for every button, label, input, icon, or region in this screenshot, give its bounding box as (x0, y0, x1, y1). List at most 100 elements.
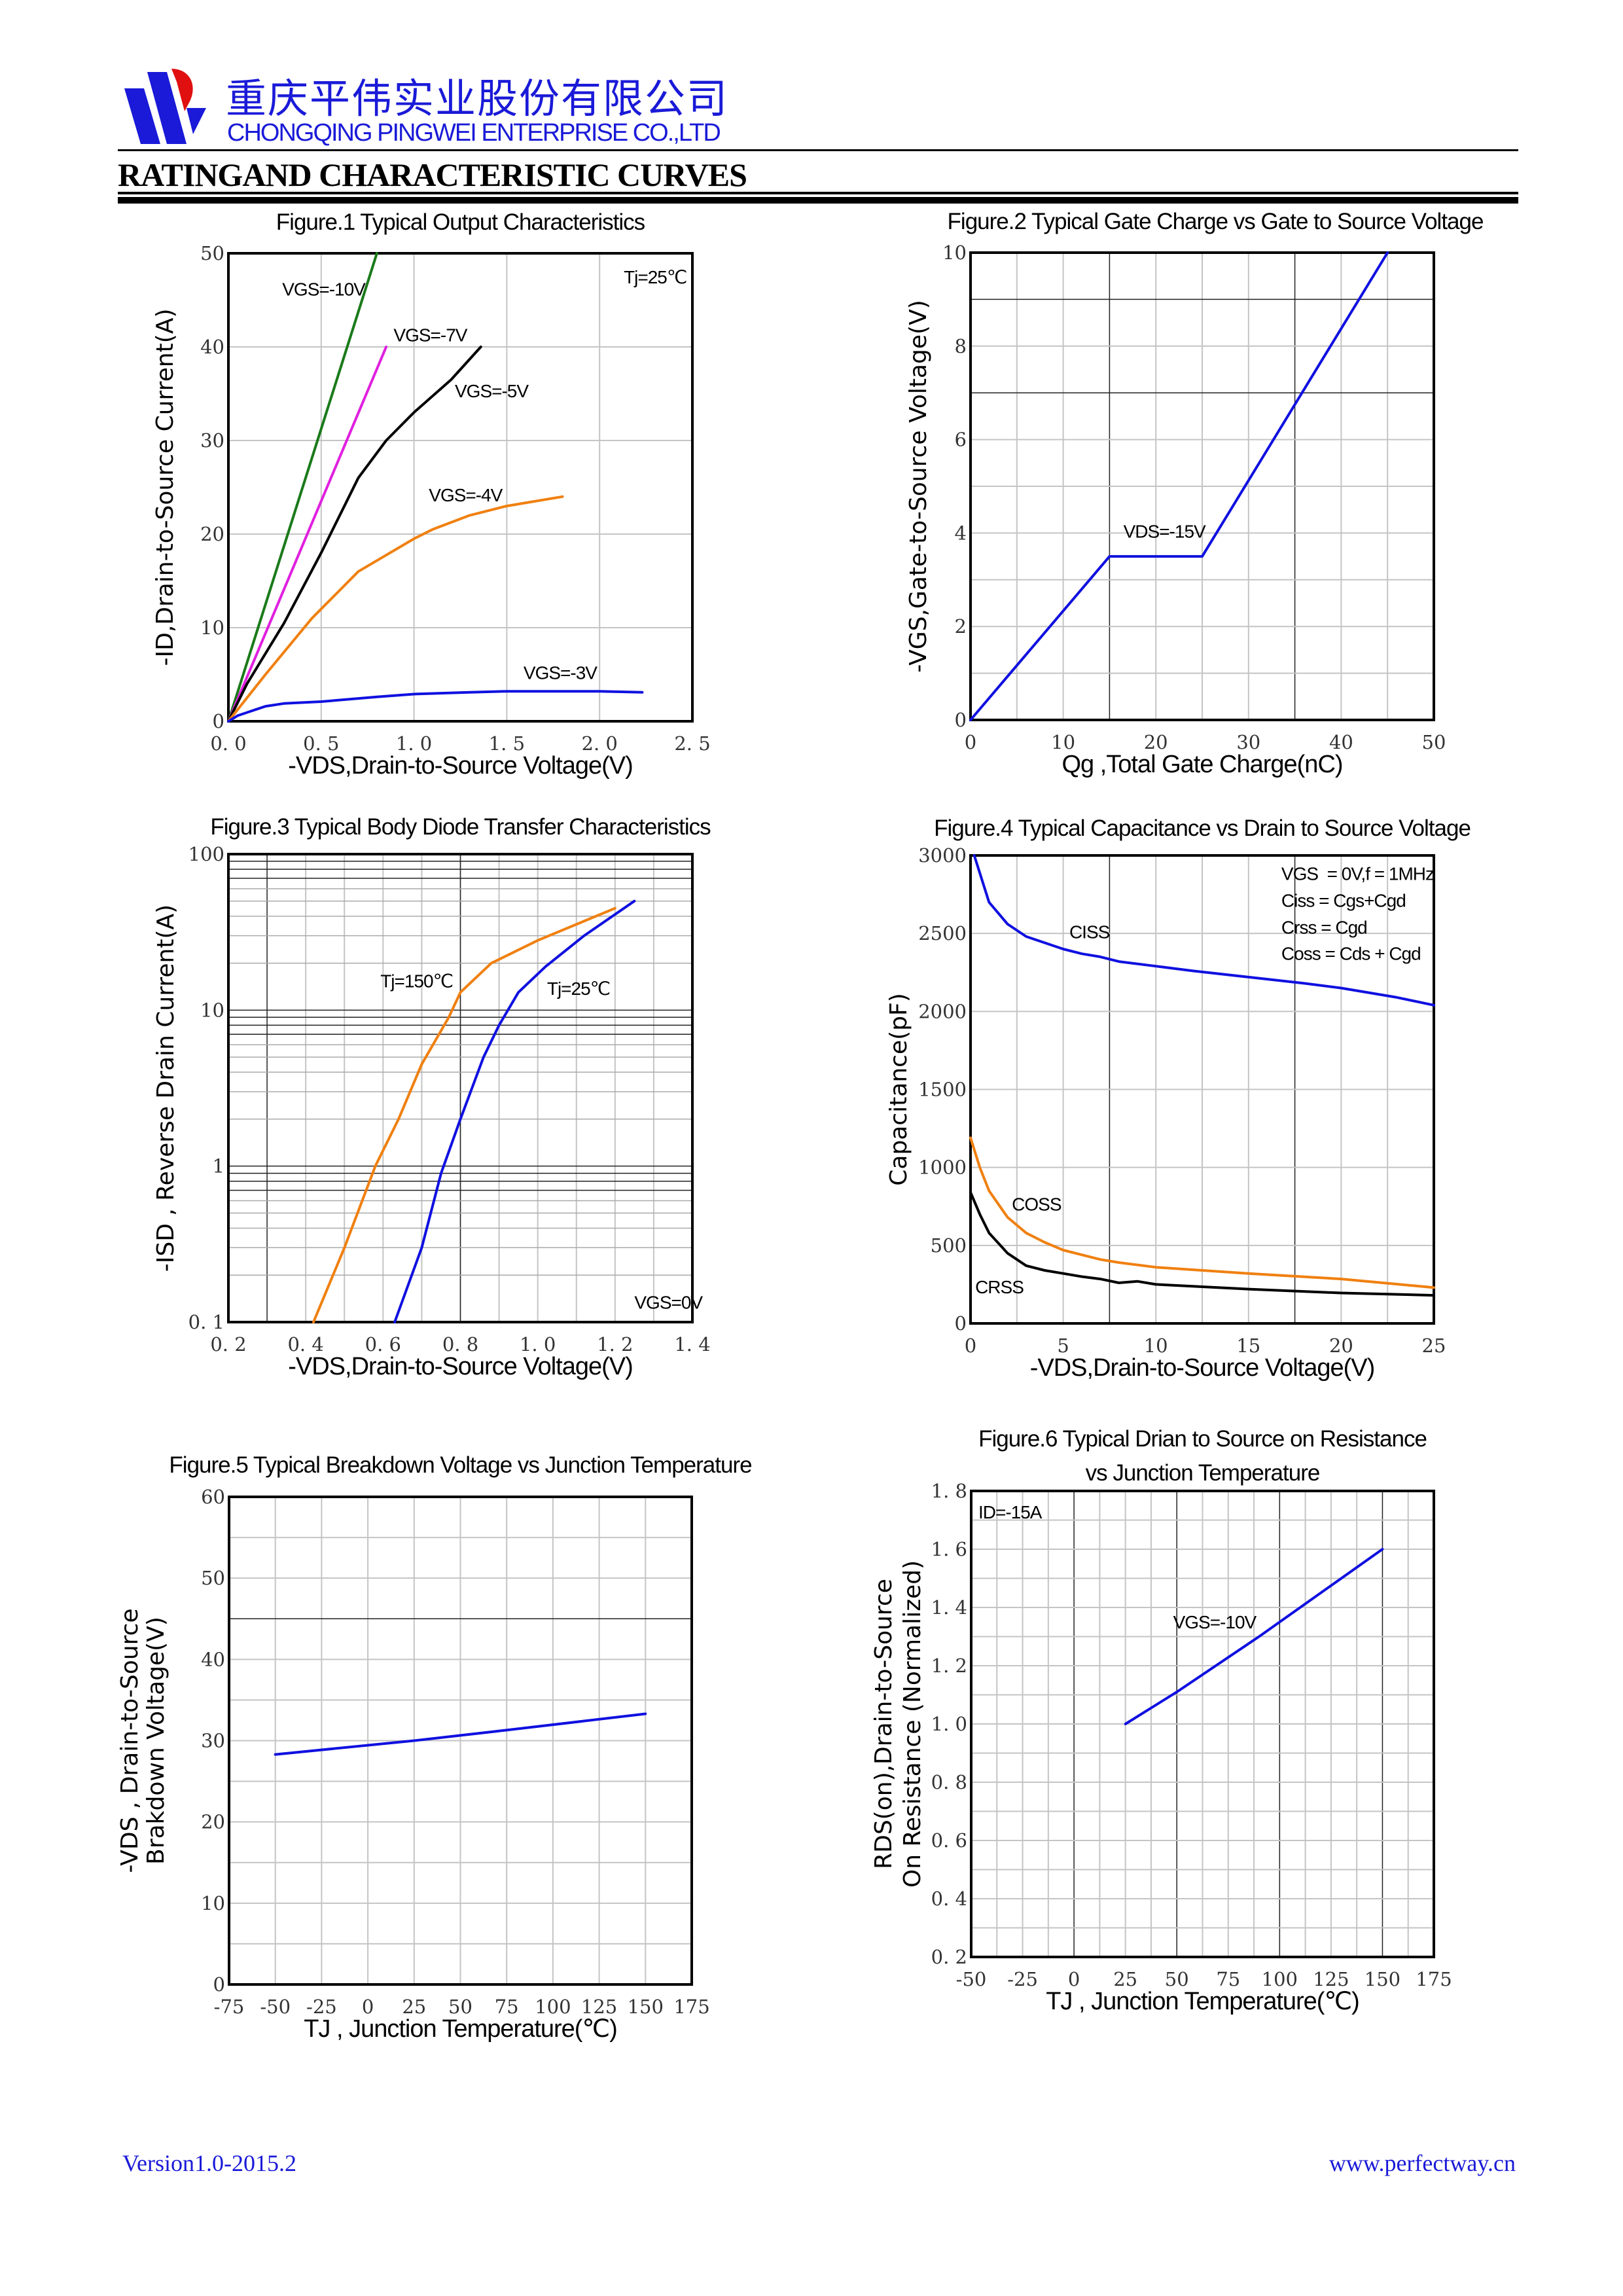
y-tick-label: 1. 4 (931, 1596, 967, 1619)
x-tick-label: 0 (965, 1335, 976, 1357)
x-tick-label: 20 (1144, 731, 1168, 753)
y-tick-label: 0. 8 (931, 1771, 967, 1793)
y-tick-label: 1000 (918, 1157, 967, 1179)
x-tick-label: 0. 4 (287, 1333, 323, 1355)
chart-title: Figure.3 Typical Body Diode Transfer Cha… (210, 814, 711, 840)
y-tick-label: 40 (201, 1648, 225, 1670)
x-tick-label: -50 (260, 1996, 291, 2018)
page-heading: RATINGAND CHARACTERISTIC CURVES (118, 156, 747, 193)
plot-frame (969, 251, 1435, 721)
y-tick-label: 0. 2 (931, 1946, 967, 1968)
y-tick-label: 1. 6 (931, 1538, 967, 1560)
series-line-1 (972, 854, 1435, 1007)
series-line-1 (274, 1712, 647, 1756)
series-line-2 (227, 346, 388, 723)
pingwei-logo-icon (124, 69, 206, 144)
x-tick-label: 0 (965, 731, 976, 753)
heading-divider-thin (118, 192, 1518, 194)
x-tick-label: 50 (448, 1996, 473, 2018)
x-tick-label: -25 (306, 1996, 337, 2018)
x-tick-label: 175 (673, 1996, 709, 2018)
x-axis-label: -VDS,Drain-to-Source Voltage(V) (288, 752, 633, 780)
series-line-4 (227, 495, 564, 723)
y-tick-label: 20 (200, 523, 224, 545)
y-tick-label: 30 (201, 1730, 225, 1752)
x-tick-label: 2. 0 (582, 732, 618, 755)
series-line-3 (227, 346, 482, 723)
company-name-english: CHONGQING PINGWEI ENTERPRISE CO.,LTD (227, 119, 721, 147)
y-axis-label: -ISD , Reverse Drain Current(A) (152, 905, 179, 1272)
x-axis-label: -VDS,Drain-to-Source Voltage(V) (1030, 1354, 1375, 1382)
x-tick-label: 25 (1113, 1968, 1137, 1990)
chart-annotation: VGS=0V (634, 1292, 703, 1312)
x-tick-label: 15 (1236, 1335, 1260, 1357)
y-axis-label: -VGS,Gate-to-Source Voltage(V) (905, 300, 932, 673)
y-tick-label: 50 (201, 1567, 225, 1589)
y-tick-label: 1. 8 (931, 1480, 967, 1502)
heading-divider-thick (118, 197, 1518, 204)
y-tick-label: 100 (188, 843, 224, 865)
y-tick-label: 0 (213, 1973, 225, 1996)
series-line-2 (393, 899, 636, 1323)
series-label: CISS (1069, 922, 1110, 942)
plot-frame (970, 1490, 1435, 1958)
x-tick-label: 100 (1262, 1968, 1298, 1990)
x-tick-label: 0. 8 (442, 1333, 478, 1355)
x-tick-label: 0. 5 (303, 732, 339, 755)
y-tick-label: 0 (955, 709, 967, 731)
series-line-1 (312, 906, 616, 1323)
x-tick-label: 1. 5 (489, 732, 525, 755)
y-axis-label: On Resistance (Normalized) (899, 1560, 926, 1888)
x-tick-label: 75 (495, 1996, 519, 2018)
x-tick-label: 0 (1068, 1968, 1080, 1990)
x-tick-label: 125 (581, 1996, 617, 2018)
x-tick-label: 50 (1422, 731, 1446, 753)
y-tick-label: 3000 (918, 844, 967, 867)
x-tick-label: 1. 2 (597, 1333, 633, 1355)
x-tick-label: 0. 6 (365, 1333, 401, 1355)
y-tick-label: 4 (955, 522, 967, 544)
y-tick-label: 8 (955, 335, 967, 357)
y-tick-label: 30 (200, 429, 224, 452)
figure-4: 0 5 10 15 20 25 0 500 1000 1500 2000 2500 3000 Figure… (885, 816, 1471, 1382)
x-tick-label: 1. 4 (674, 1333, 710, 1355)
plot-frame (227, 252, 694, 723)
series-label: CRSS (975, 1277, 1024, 1297)
plot-frame (227, 853, 694, 1323)
y-axis-label: RDS(on),Drain-to-Source (870, 1579, 897, 1869)
figure-5: -75 -50 -25 0 25 50 75 100 125 150 175 0 10 20 30 40 50 6… (116, 1452, 753, 2043)
x-tick-label: 175 (1416, 1968, 1452, 1990)
x-tick-label: 25 (1422, 1335, 1446, 1357)
y-tick-label: 500 (931, 1234, 967, 1257)
chart-annotation: Tj=25℃ (624, 267, 687, 287)
chart-title: Figure.5 Typical Breakdown Voltage vs Ju… (169, 1452, 751, 1478)
x-axis-label: Qg ,Total Gate Charge(nC) (1061, 751, 1342, 778)
y-tick-label: 1500 (918, 1079, 967, 1101)
chart-title: vs Junction Temperature (1086, 1460, 1320, 1486)
series-line-1 (1124, 1548, 1384, 1725)
x-tick-label: 20 (1329, 1335, 1353, 1357)
x-tick-label: 10 (1051, 731, 1075, 753)
plot-frame (969, 854, 1435, 1325)
y-tick-label: 0 (955, 1312, 967, 1335)
x-tick-label: -50 (956, 1968, 987, 1990)
figure-1: 0. 0 0. 5 1. 0 1. 5 2. 0 2. 5 0 10 20 30 40 50 Figur… (152, 209, 711, 780)
y-tick-label: 0. 1 (188, 1311, 224, 1333)
y-tick-label: 2500 (918, 922, 967, 944)
chart-annotation: VGS=-10V (1173, 1612, 1257, 1632)
x-tick-label: 25 (402, 1996, 426, 2018)
company-name-chinese: 重庆平伟实业股份有限公司 (226, 75, 729, 122)
series-label: VGS=-4V (429, 485, 503, 505)
chart-annotation: Coss = Cds + Cgd (1281, 944, 1421, 964)
y-axis-label: Brakdown Voltage(V) (143, 1617, 169, 1865)
y-tick-label: 1. 0 (931, 1713, 967, 1735)
x-tick-label: 75 (1216, 1968, 1240, 1990)
y-tick-label: 10 (201, 1892, 225, 1914)
x-tick-label: 150 (1364, 1968, 1400, 1990)
y-tick-label: 1 (213, 1155, 224, 1177)
series-label: Tj=25℃ (547, 978, 610, 999)
y-axis-label: -ID,Drain-to-Source Current(A) (152, 309, 179, 666)
y-tick-label: 10 (200, 999, 224, 1021)
website-link[interactable]: www.perfectway.cn (1329, 2150, 1516, 2176)
